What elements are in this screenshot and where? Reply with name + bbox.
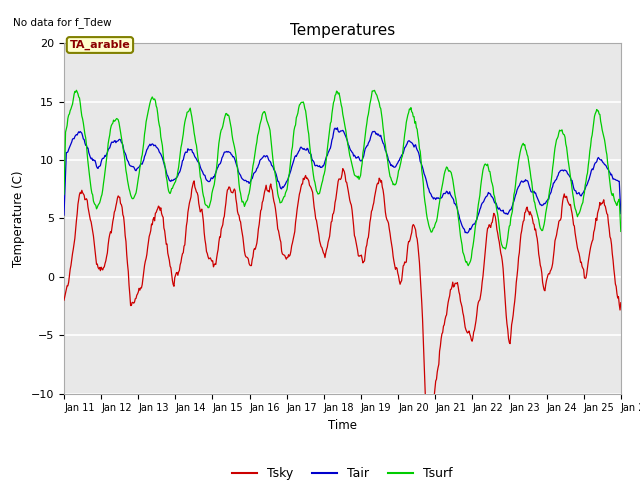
Title: Temperatures: Temperatures [290, 23, 395, 38]
Y-axis label: Temperature (C): Temperature (C) [12, 170, 26, 267]
Text: No data for f_Tdew: No data for f_Tdew [13, 17, 111, 28]
Text: TA_arable: TA_arable [70, 40, 131, 50]
Legend: Tsky, Tair, Tsurf: Tsky, Tair, Tsurf [227, 462, 458, 480]
X-axis label: Time: Time [328, 419, 357, 432]
